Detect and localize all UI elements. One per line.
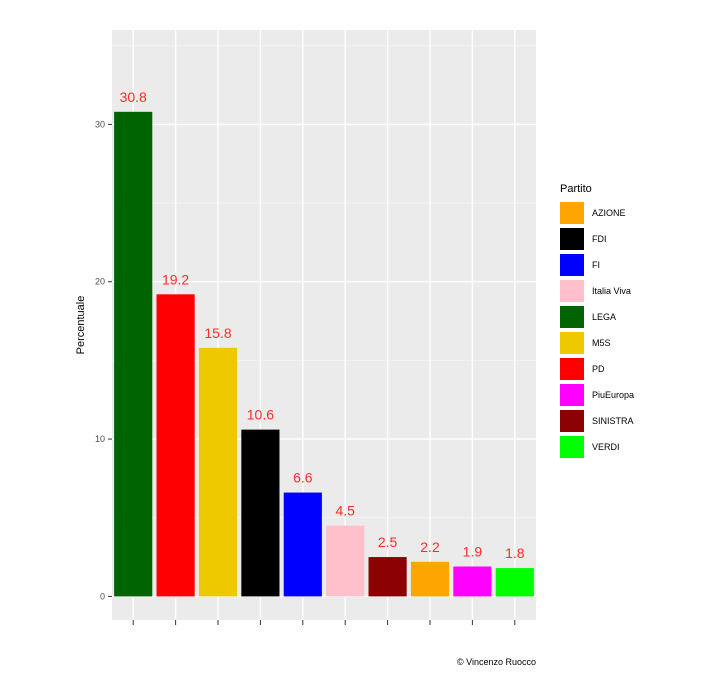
bar-value-label: 30.8: [120, 89, 147, 105]
legend-key: [560, 436, 584, 458]
legend-key: [560, 410, 584, 432]
legend-key: [560, 384, 584, 406]
legend-key: [560, 254, 584, 276]
bar-value-label: 2.2: [420, 539, 440, 555]
legend-label: PiuEuropa: [592, 390, 634, 400]
legend-label: AZIONE: [592, 208, 626, 218]
y-tick-label: 20: [95, 277, 105, 287]
caption: © Vincenzo Ruocco: [457, 657, 536, 667]
legend-label: SINISTRA: [592, 416, 634, 426]
y-tick-label: 10: [95, 434, 105, 444]
bar-sinistra: [368, 557, 407, 597]
bar-value-label: 15.8: [204, 325, 231, 341]
y-axis: 0 10 20 30: [95, 119, 112, 601]
legend-title: Partito: [560, 183, 592, 195]
legend-key: [560, 228, 584, 250]
legend: Partito AZIONE FDI FI Italia Viva LEGA M5S PD P…: [560, 183, 634, 458]
bar-value-label: 6.6: [293, 470, 313, 486]
y-tick-label: 30: [95, 119, 105, 129]
bar-fdi: [241, 429, 280, 597]
legend-key: [560, 306, 584, 328]
bar-m5s: [198, 347, 238, 597]
legend-label: FI: [592, 260, 600, 270]
bar-piueuropa: [453, 566, 492, 597]
bar-azione: [410, 561, 450, 597]
bar-value-label: 1.9: [463, 544, 483, 560]
legend-label: M5S: [592, 338, 611, 348]
legend-key: [560, 280, 584, 302]
legend-label: PD: [592, 364, 605, 374]
bar-verdi: [495, 568, 534, 597]
legend-label: FDI: [592, 234, 607, 244]
bar-value-label: 4.5: [335, 503, 355, 519]
bar-value-label: 10.6: [247, 407, 274, 423]
legend-key: [560, 358, 584, 380]
bar-fi: [283, 492, 322, 597]
legend-key: [560, 202, 584, 224]
legend-label: Italia Viva: [592, 286, 631, 296]
bar-pd: [156, 294, 195, 597]
bars: [114, 111, 534, 597]
bar-lega: [114, 111, 153, 597]
bar-labels: 30.8 19.2 15.8 10.6 6.6 4.5 2.5 2.2 1.9 1.8: [120, 89, 525, 561]
bar-italia-viva: [326, 525, 365, 597]
legend-key: [560, 332, 584, 354]
y-tick-label: 0: [100, 591, 105, 601]
y-axis-title: Percentuale: [75, 296, 87, 355]
bar-value-label: 2.5: [378, 534, 398, 550]
bar-value-label: 19.2: [162, 271, 189, 287]
legend-label: LEGA: [592, 312, 616, 322]
x-axis: [132, 620, 516, 625]
legend-label: VERDI: [592, 442, 620, 452]
bar-value-label: 1.8: [505, 545, 525, 561]
